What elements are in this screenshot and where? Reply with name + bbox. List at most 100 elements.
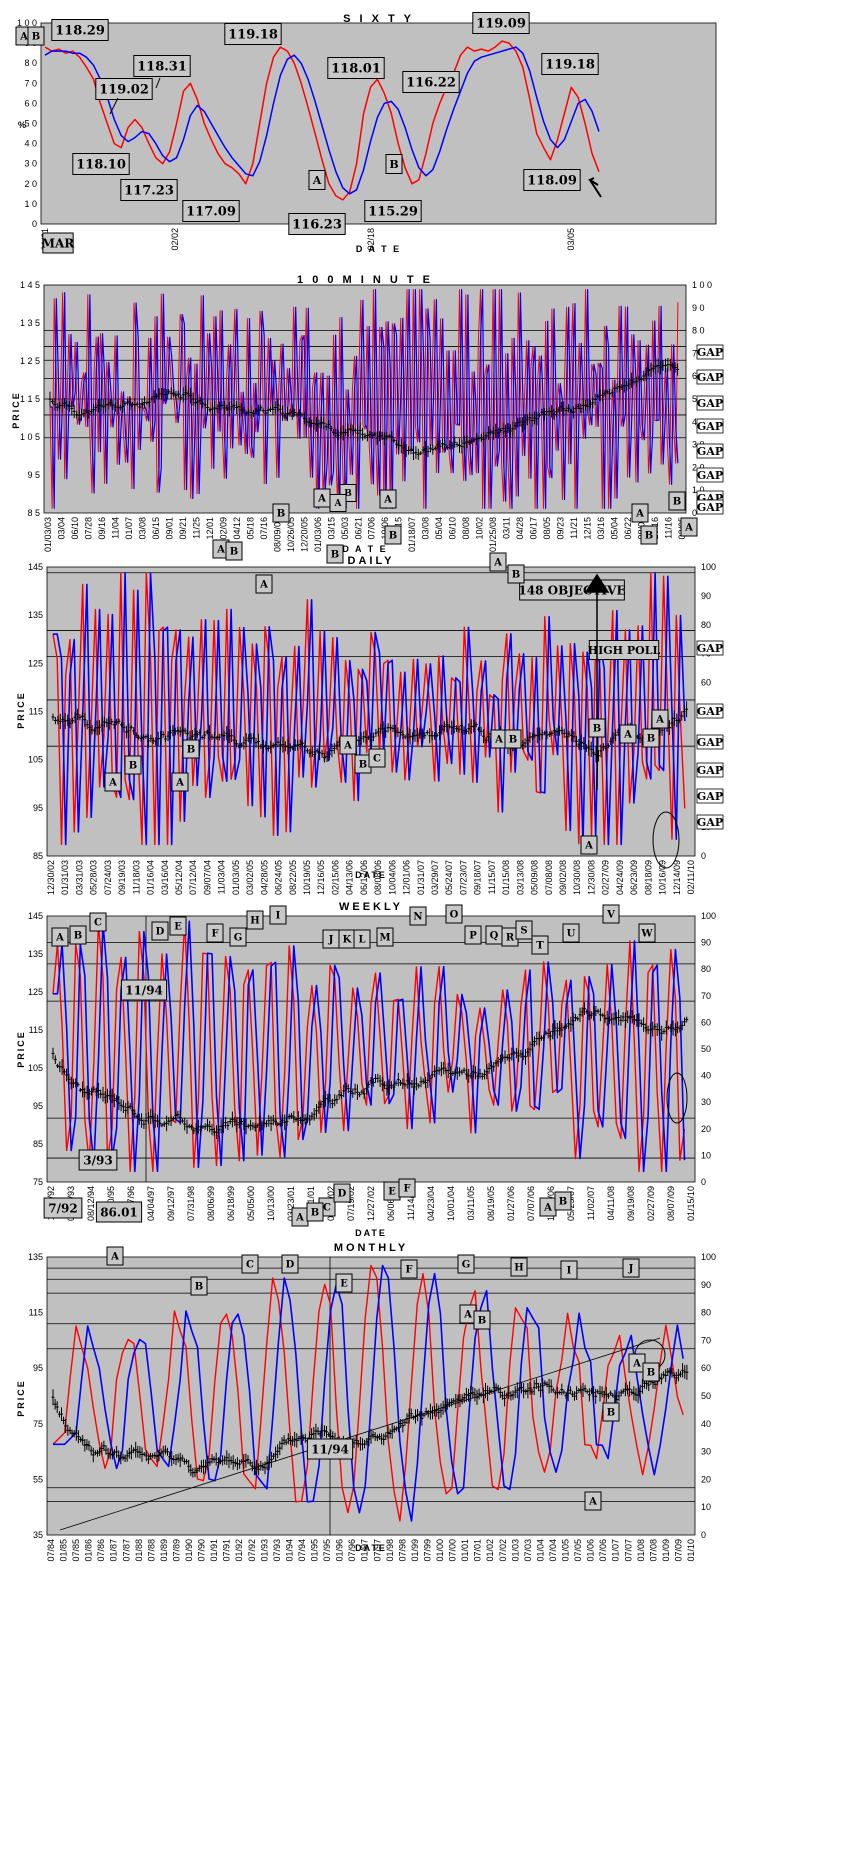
label-box — [246, 910, 264, 930]
label-text: G — [234, 933, 243, 944]
label-box — [472, 12, 530, 34]
y-tick-label: 1 0 — [24, 199, 37, 209]
gap-text: GAP — [697, 736, 723, 749]
wave-label: B — [326, 544, 344, 564]
up-arrow-icon — [584, 573, 610, 790]
label-text: A — [55, 933, 64, 944]
gap-tag: GAP — [696, 395, 724, 411]
wave-label: A — [459, 1304, 477, 1324]
x-tick-label: 09/19/03 — [117, 860, 127, 895]
label-box — [580, 835, 598, 855]
x-tick-label: 10/19/05 — [302, 860, 312, 895]
x-tick-label: 04/24/09 — [615, 860, 625, 895]
y2-tick-label: 100 — [701, 911, 716, 921]
gap-box — [696, 467, 724, 483]
x-tick-label: 10/04/06 — [387, 860, 397, 895]
label-text: S — [520, 926, 527, 937]
label-box — [225, 541, 243, 561]
y-tick-label: 9 5 — [27, 470, 40, 480]
label-box — [313, 488, 331, 508]
red-oscillator-line — [49, 289, 679, 509]
daily-chart: DAILY85951051151251351450102030405060708… — [16, 488, 724, 895]
label-text: P — [469, 931, 477, 942]
y-tick-label: 115 — [29, 1025, 43, 1035]
x-tick-label: 03/08 — [421, 517, 431, 540]
label-box — [339, 735, 357, 755]
label-box — [588, 640, 660, 660]
chart-title: WEEKLY — [339, 901, 403, 913]
label-text: A — [493, 558, 502, 569]
label-text: B — [195, 1282, 203, 1293]
wave-label: T — [531, 935, 549, 955]
label-box — [588, 718, 606, 738]
label-text: B — [389, 158, 398, 171]
x-tick-label: 06/24/05 — [274, 860, 284, 895]
label-text: A — [655, 715, 664, 726]
x-tick-label: 07/93 — [272, 1539, 282, 1562]
label-box — [124, 755, 142, 775]
label-text: C — [323, 1203, 331, 1214]
label-text: G — [462, 1260, 471, 1271]
label-text: V — [606, 910, 615, 921]
wave-label: 115.29 — [364, 200, 422, 222]
x-tick-label: 04/12 — [232, 517, 242, 540]
label-box — [78, 1149, 118, 1171]
x-tick-label: 08/12/94 — [86, 1186, 96, 1221]
x-tick-label: 04/11/08 — [606, 1186, 616, 1220]
label-text: 117.09 — [186, 205, 236, 220]
label-box — [584, 1491, 602, 1511]
y-tick-label: 8 5 — [27, 508, 40, 518]
wave-label: 118.31 — [133, 55, 191, 77]
label-text: B — [344, 489, 352, 499]
y2-tick-label: 2 0 — [692, 462, 705, 472]
wave-label: B — [507, 564, 525, 584]
sixty-chart: S I X T Y01 02 03 04 05 06 07 08 09 01 0… — [15, 12, 717, 254]
label-box — [400, 1259, 418, 1279]
x-tick-label: 12/01 — [205, 517, 215, 540]
label-text: A — [19, 32, 28, 43]
red-oscillator-line — [52, 572, 686, 846]
label-text: 11/94 — [311, 1442, 349, 1456]
x-tick-label: 01/88 — [134, 1539, 144, 1562]
label-text: F — [405, 1265, 412, 1276]
y-tick-label: 7 0 — [24, 78, 37, 88]
label-text: E — [340, 1279, 348, 1290]
gap-text: GAP — [697, 764, 723, 777]
gap-text: GAP — [697, 705, 723, 718]
x-tick-label: 07/92 — [247, 1539, 257, 1562]
x-tick-label: 06/12/06 — [359, 860, 369, 895]
x-tick-label: 07/98 — [397, 1539, 407, 1562]
x-tick-label: 02/18 — [366, 228, 376, 251]
x-tick-label: 04/28/05 — [259, 860, 269, 895]
x-tick-label: 01/03/05 — [231, 860, 241, 895]
y-tick-label: 95 — [33, 1101, 43, 1111]
label-box — [560, 1260, 578, 1280]
x-tick-label: 01/92 — [234, 1539, 244, 1562]
x-tick-label: 03/08 — [137, 517, 147, 540]
y-tick-label: 85 — [33, 1139, 43, 1149]
date-annotation: 11/94 — [120, 979, 168, 1001]
gap-box — [696, 369, 724, 385]
y-tick-label: 75 — [33, 1177, 43, 1187]
x-tick-label: 07/02 — [498, 1539, 508, 1562]
label-text: B — [647, 1368, 655, 1379]
x-tick-label: 06/23/09 — [629, 860, 639, 895]
x-tick-label: 07/08/08 — [544, 860, 554, 895]
label-text: A — [543, 1203, 552, 1214]
y-tick-label: 115 — [29, 1308, 43, 1318]
x-tick-label: 07/94 — [297, 1539, 307, 1562]
y2-tick-label: 40 — [701, 1071, 711, 1081]
label-text: A — [334, 499, 343, 509]
x-tick-label: 08/09/05 — [272, 517, 282, 552]
label-text: B — [645, 531, 653, 542]
gap-box — [696, 762, 724, 778]
price-bar-series — [51, 1002, 689, 1139]
x-tick-label: 07/89 — [171, 1539, 181, 1562]
x-tick-label: 07/07 — [623, 1539, 633, 1562]
label-box — [445, 904, 463, 924]
y2-tick-label: 50 — [701, 1044, 711, 1054]
y2-tick-label: 0 — [701, 1530, 706, 1540]
y2-tick-label: 90 — [701, 1280, 711, 1290]
blue-oscillator-line — [53, 1264, 684, 1522]
price-bars — [51, 701, 689, 763]
